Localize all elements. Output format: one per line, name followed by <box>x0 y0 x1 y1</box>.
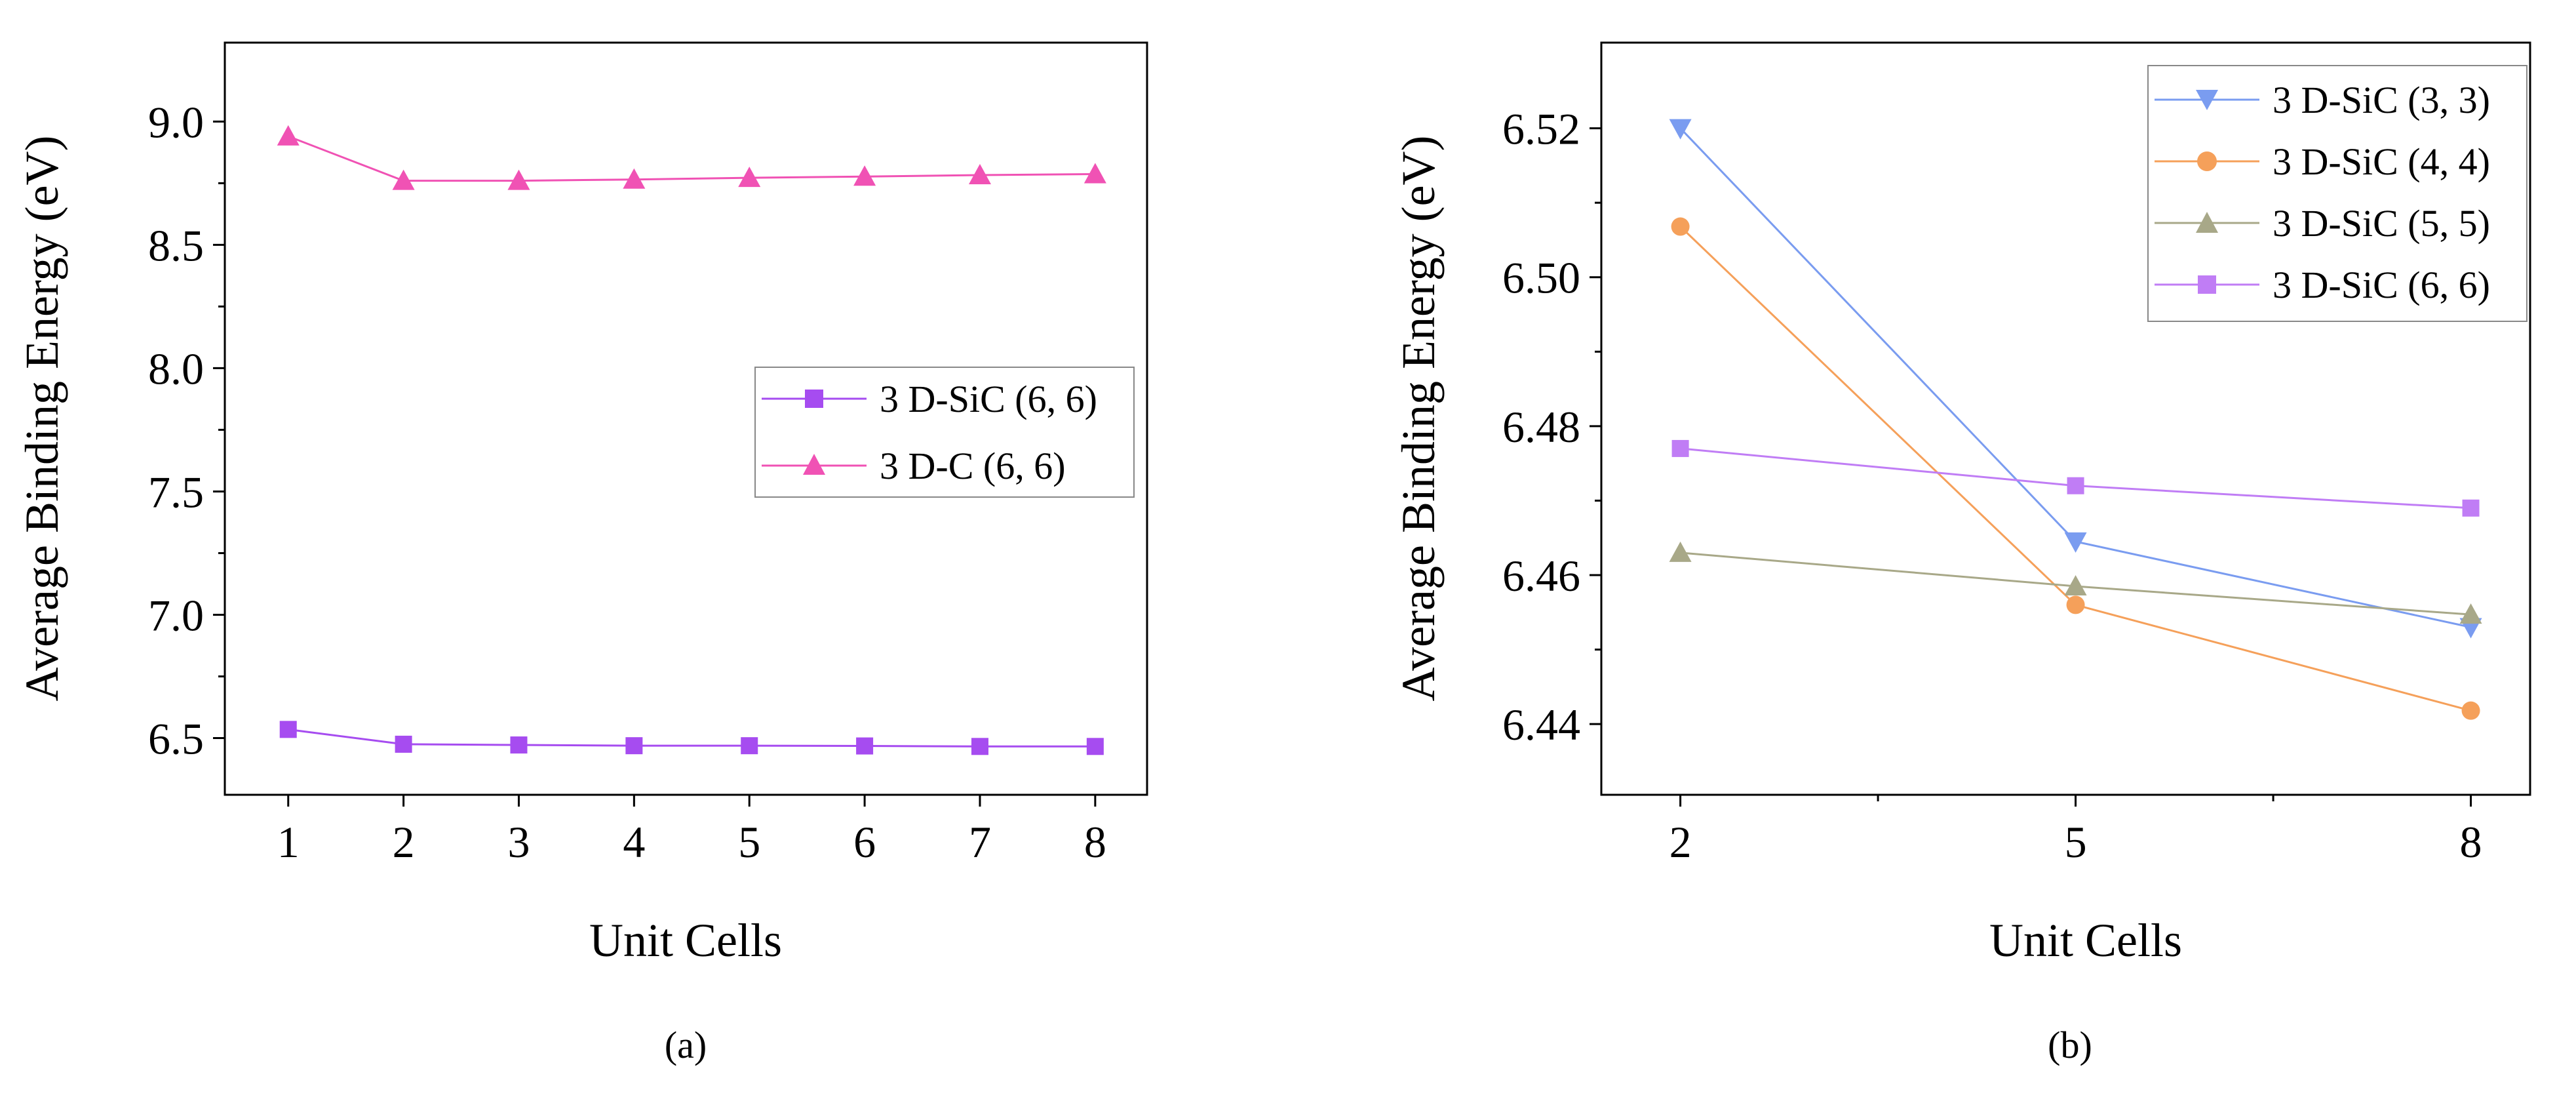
panel-b-legend-entry-3: 3 D-SiC (5, 5) <box>2155 202 2490 245</box>
panel-a-legend: 3 D-SiC (6, 6) 3 D-C (6, 6) <box>754 367 1135 498</box>
panel-a-x-tick-label: 3 <box>507 817 530 867</box>
panel-a-caption: (a) <box>665 1024 707 1066</box>
legend-marker-circle <box>2197 151 2217 171</box>
panel-b-x-axis-title: Unit Cells <box>1989 914 2182 967</box>
panel-a-series-2-point <box>277 125 300 146</box>
panel-a-series-2-point <box>968 163 991 184</box>
panel-b-legend-entry-2: 3 D-SiC (4, 4) <box>2155 140 2490 183</box>
panel-b-legend-label-3: 3 D-SiC (5, 5) <box>2273 202 2490 245</box>
panel-b-series-4-point <box>2067 477 2084 494</box>
panel-b-series-4-point <box>2462 499 2480 517</box>
panel-a-y-axis-title: Average Binding Energy (eV) <box>16 135 68 701</box>
panel-a-series <box>277 125 1106 755</box>
panel-b-legend-entry-1: 3 D-SiC (3, 3) <box>2155 79 2490 121</box>
panel-a-y-tick-label: 9.0 <box>148 97 204 147</box>
panel-b-legend: 3 D-SiC (3, 3) 3 D-SiC (4, 4) 3 D-SiC (5… <box>2147 65 2527 322</box>
panel-a-legend-entry-1: 3 D-SiC (6, 6) <box>762 378 1097 420</box>
panel-a-x-tick-label: 6 <box>853 817 876 867</box>
panel-b-y-tick-label: 6.46 <box>1502 551 1580 601</box>
panel-b-y-tick-label: 6.50 <box>1502 253 1580 303</box>
panel-a-series-2-point <box>738 167 761 188</box>
panel-b: 6.44 6.46 6.48 6.50 6.52 2 5 8 Average Binding… <box>1392 41 2531 1066</box>
legend-marker-square <box>805 390 823 408</box>
panel-a-series-2-point <box>392 169 415 190</box>
panel-b-series-3-point <box>1669 541 1692 562</box>
panel-b-y-ticks: 6.44 6.46 6.48 6.50 6.52 <box>1502 104 1601 750</box>
panel-b-series-3-point <box>2459 603 2482 624</box>
panel-a-series-2-point <box>623 168 646 189</box>
panel-a-x-tick-label: 5 <box>738 817 760 867</box>
panel-a-series-1-point <box>279 721 297 738</box>
panel-b-legend-label-4: 3 D-SiC (6, 6) <box>2273 264 2490 306</box>
panel-b-series-4-point <box>1671 439 1689 457</box>
panel-a-y-tick-label: 6.5 <box>148 714 204 764</box>
panel-b-x-tick-label: 5 <box>2065 817 2087 867</box>
panel-a-legend-box <box>754 367 1135 498</box>
panel-a-x-tick-label: 8 <box>1084 817 1106 867</box>
panel-a-x-ticks: 1 2 3 4 5 6 7 8 <box>277 795 1106 867</box>
panel-a-x-tick-label: 7 <box>969 817 991 867</box>
panel-b-x-tick-label: 2 <box>1669 817 1692 867</box>
panel-a-y-tick-label: 7.0 <box>148 590 204 640</box>
panel-b-legend-label-1: 3 D-SiC (3, 3) <box>2273 79 2490 121</box>
panel-a-plot-frame <box>224 41 1148 796</box>
panel-b-series-1-point <box>1669 119 1692 140</box>
legend-marker-triangle-up <box>2196 212 2218 233</box>
panel-b-series-3-point <box>2064 575 2087 596</box>
panel-a-x-axis-title: Unit Cells <box>589 914 782 967</box>
panel-a-series-2-point <box>507 169 530 190</box>
panel-b-x-tick-label: 8 <box>2460 817 2482 867</box>
panel-a-y-ticks: 6.5 7.0 7.5 8.0 8.5 9.0 <box>148 97 225 764</box>
panel-b-series-2-point <box>1671 217 1690 236</box>
panel-b-legend-entry-4: 3 D-SiC (6, 6) <box>2155 264 2490 306</box>
panel-a-series-2-point <box>853 165 876 186</box>
legend-marker-triangle-up <box>803 454 825 475</box>
panel-a-legend-entry-2: 3 D-C (6, 6) <box>762 445 1066 487</box>
panel-b-caption: (b) <box>2048 1024 2092 1066</box>
panel-a-series-1-point <box>1086 738 1104 755</box>
panel-b-legend-label-2: 3 D-SiC (4, 4) <box>2273 140 2490 183</box>
panel-b-series-2-point <box>2066 595 2085 614</box>
panel-a-x-tick-label: 1 <box>277 817 300 867</box>
panel-a-series-1-point <box>971 738 988 755</box>
panel-b-x-ticks: 2 5 8 <box>1669 795 2482 867</box>
panel-a: 6.5 7.0 7.5 8.0 8.5 9.0 1 2 3 4 5 6 7 8 Average Bind… <box>16 41 1148 1066</box>
panel-b-plot-frame <box>1600 41 2531 796</box>
panel-a-series-1-point <box>395 735 412 753</box>
panel-b-y-tick-label: 6.44 <box>1502 700 1580 750</box>
panel-a-x-tick-label: 2 <box>393 817 415 867</box>
panel-a-legend-label-1: 3 D-SiC (6, 6) <box>880 378 1097 420</box>
panel-a-y-tick-label: 8.5 <box>148 220 204 270</box>
panel-a-series-2-line <box>288 135 1095 182</box>
panel-a-legend-label-2: 3 D-C (6, 6) <box>880 445 1066 487</box>
panel-a-series-1-point <box>625 737 643 755</box>
panel-a-series-1-point <box>741 737 758 755</box>
panel-a-series-2-point <box>1083 163 1106 184</box>
panel-b-y-tick-label: 6.48 <box>1502 402 1580 452</box>
panel-a-x-tick-label: 4 <box>623 817 645 867</box>
panel-b-series-2-point <box>2461 701 2480 720</box>
panel-a-series-1-point <box>856 737 874 755</box>
panel-a-series-1-point <box>510 736 528 754</box>
legend-marker-square <box>2198 275 2216 294</box>
legend-marker-triangle-down <box>2196 90 2218 110</box>
panel-b-series <box>1669 119 2482 720</box>
panel-a-series-1-line <box>288 728 1095 748</box>
panel-b-series-1-point <box>2064 532 2087 553</box>
panel-b-y-tick-label: 6.52 <box>1502 104 1580 154</box>
panel-b-y-axis-title: Average Binding Energy (eV) <box>1392 135 1445 701</box>
panel-a-y-tick-label: 7.5 <box>148 467 204 517</box>
panel-a-y-tick-label: 8.0 <box>148 344 204 393</box>
